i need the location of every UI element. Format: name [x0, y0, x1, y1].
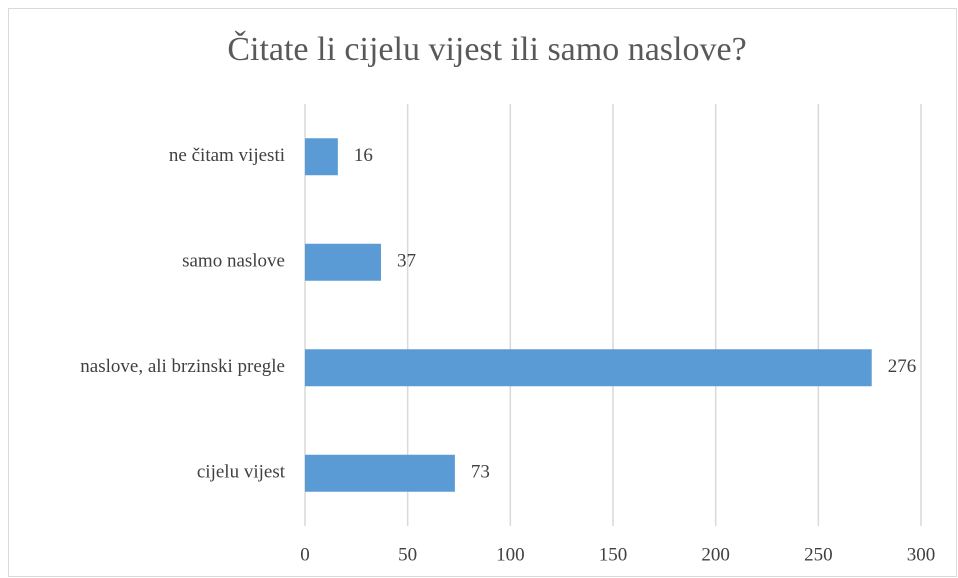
y-tick-label: naslove, ali brzinski pregle: [80, 356, 285, 377]
x-tick-label: 250: [804, 544, 833, 565]
y-tick-label: ne čitam vijesti: [169, 145, 285, 166]
bar: [305, 349, 872, 387]
x-tick-label: 300: [907, 544, 936, 565]
x-tick-label: 150: [599, 544, 628, 565]
data-label: 73: [471, 462, 490, 483]
bar: [305, 243, 381, 281]
data-label: 37: [397, 251, 416, 272]
bar: [305, 138, 338, 176]
chart-title: Čitate li cijelu vijest ili samo naslove…: [227, 30, 746, 68]
bar: [305, 454, 455, 492]
y-tick-label: samo naslove: [182, 251, 285, 272]
x-tick-label: 200: [701, 544, 730, 565]
data-label: 16: [354, 145, 373, 166]
x-tick-label: 100: [496, 544, 525, 565]
y-tick-label: cijelu vijest: [197, 462, 286, 483]
x-tick-label: 0: [300, 544, 310, 565]
x-tick-label: 50: [398, 544, 417, 565]
chart-frame: [8, 8, 957, 577]
data-label: 276: [888, 356, 917, 377]
